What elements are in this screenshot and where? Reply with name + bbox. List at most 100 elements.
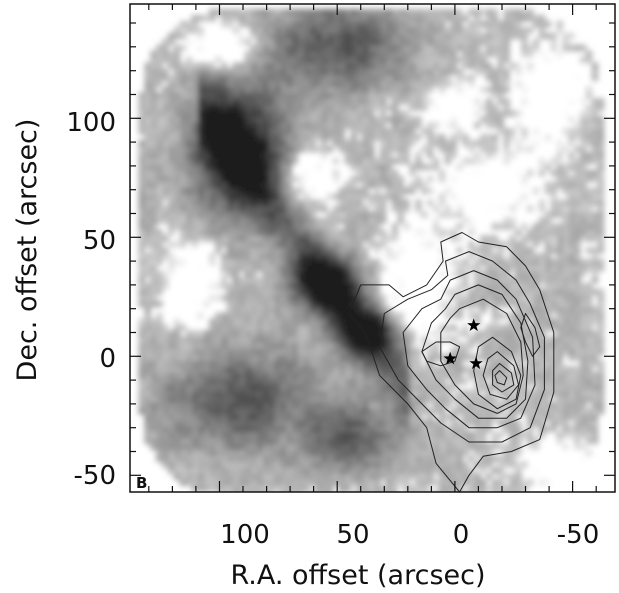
map-cell [438,455,446,463]
map-cell [485,407,493,415]
map-cell [250,128,257,135]
map-cell [591,312,599,320]
map-cell [509,372,516,379]
map-cell [320,449,328,457]
map-cell [262,389,269,397]
map-cell [303,199,310,207]
map-cell [220,372,228,379]
map-cell [250,139,257,147]
map-cell [173,139,181,147]
map-cell [462,110,469,117]
map-cell [450,288,458,296]
map-cell [456,68,463,76]
map-cell [173,44,181,52]
map-cell [156,157,163,165]
map-cell [226,288,234,296]
map-cell [509,354,516,361]
map-cell [538,270,546,278]
map-cell [444,395,452,403]
map-cell [179,467,187,474]
map-cell [379,205,387,213]
map-cell [367,473,375,480]
map-cell [273,175,281,183]
map-cell [391,187,399,195]
map-cell [197,389,204,397]
map-cell [226,223,234,230]
map-cell [473,139,481,147]
map-cell [415,372,422,379]
map-cell [544,366,552,373]
map-cell [285,211,293,219]
map-cell [203,461,210,468]
map-cell [344,68,352,76]
map-cell [197,169,204,177]
map-cell [156,324,163,332]
map-cell [532,366,540,373]
map-cell [267,449,275,457]
map-cell [597,98,605,105]
map-cell [503,330,511,338]
map-cell [232,187,240,195]
map-cell [161,431,169,439]
map-cell [161,437,169,445]
map-cell [585,419,593,427]
map-cell [385,377,393,385]
map-cell [585,342,593,349]
map-cell [320,20,328,28]
map-cell [373,187,381,195]
map-cell [515,449,522,457]
map-cell [497,247,505,254]
map-cell [314,336,322,343]
map-cell [568,300,575,308]
map-cell [556,104,564,111]
map-cell [367,336,375,343]
map-cell [256,193,263,201]
map-cell [456,437,463,445]
map-cell [562,461,569,468]
map-cell [409,74,416,82]
map-cell [503,110,511,117]
map-cell [167,187,175,195]
map-cell [350,20,358,28]
map-cell [568,98,575,105]
map-cell [326,110,334,117]
map-cell [303,62,310,70]
map-cell [262,68,269,76]
map-cell [262,366,269,373]
map-cell [197,68,204,76]
map-cell [185,223,193,230]
map-cell [185,407,193,415]
map-cell [468,401,475,409]
map-cell [161,181,169,189]
map-cell [303,276,310,284]
map-cell [362,175,369,183]
map-cell [303,389,310,397]
map-cell [238,342,246,349]
map-cell [244,372,252,379]
map-cell [220,455,228,463]
map-cell [497,116,505,123]
map-cell [415,50,422,58]
map-cell [397,437,405,445]
map-cell [497,86,505,94]
map-cell [250,455,257,463]
map-cell [367,169,375,177]
map-cell [262,473,269,480]
map-cell [568,139,575,147]
map-cell [332,56,340,64]
map-cell [515,312,522,320]
map-cell [332,330,340,338]
map-cell [156,258,163,266]
map-cell [362,431,369,439]
map-cell [173,407,181,415]
map-cell [191,383,199,391]
map-cell [473,437,481,445]
map-cell [491,139,499,147]
map-cell [173,389,181,397]
map-cell [591,199,599,207]
map-cell [391,128,399,135]
map-cell [491,151,499,159]
map-cell [521,44,528,52]
map-cell [179,163,187,171]
map-cell [573,372,581,379]
